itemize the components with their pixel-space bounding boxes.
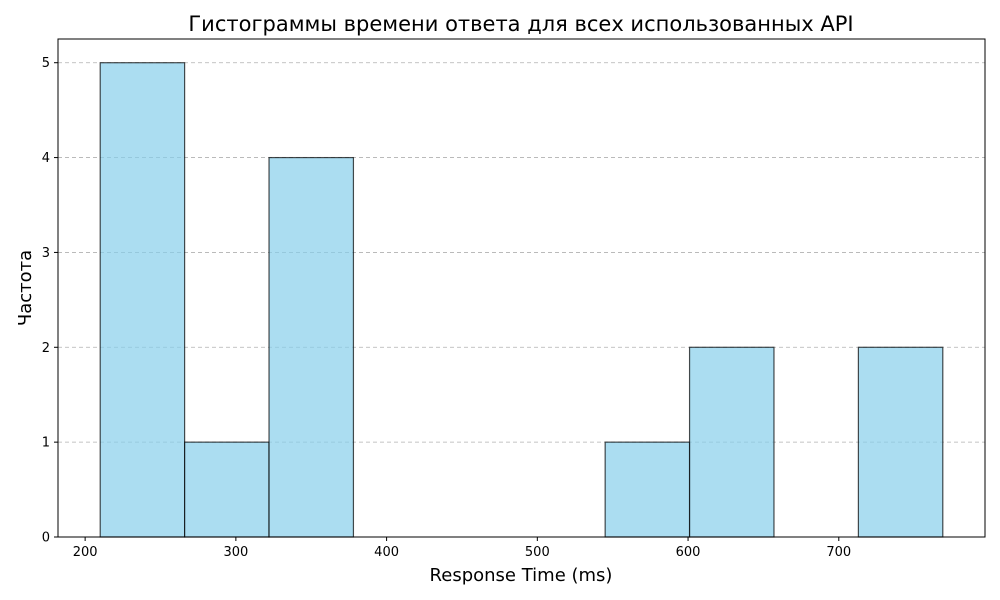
x-tick-label: 300 [223, 545, 248, 560]
y-tick-label: 3 [42, 246, 50, 261]
x-axis-ticks: 200 300 400 500 600 700 [73, 537, 851, 560]
x-tick-label: 700 [826, 545, 851, 560]
histogram-bar-7 [688, 346, 775, 538]
x-tick-label: 500 [525, 545, 550, 560]
chart-title: Гистограммы времени ответа для всех испо… [188, 12, 853, 36]
bars [99, 62, 944, 538]
y-axis-title: Частота [15, 250, 36, 326]
y-tick-label: 1 [42, 436, 50, 451]
plot-frame [57, 38, 986, 538]
histogram-bar-9 [857, 346, 944, 538]
y-tick-label: 5 [42, 56, 50, 71]
x-tick-label: 200 [73, 545, 98, 560]
y-tick-label: 0 [42, 531, 50, 546]
histogram-bar-6 [604, 441, 691, 538]
y-axis-ticks: 0 1 2 3 4 5 [42, 56, 58, 546]
x-tick-label: 600 [676, 545, 701, 560]
y-tick-label: 4 [42, 151, 50, 166]
histogram-bar-1 [184, 441, 270, 538]
y-tick-label: 2 [42, 341, 50, 356]
x-axis-title: Response Time (ms) [430, 565, 613, 586]
x-tick-label: 400 [374, 545, 399, 560]
grid-lines [58, 62, 985, 443]
histogram-bar-0 [99, 62, 186, 538]
histogram-bar-2 [268, 156, 355, 538]
